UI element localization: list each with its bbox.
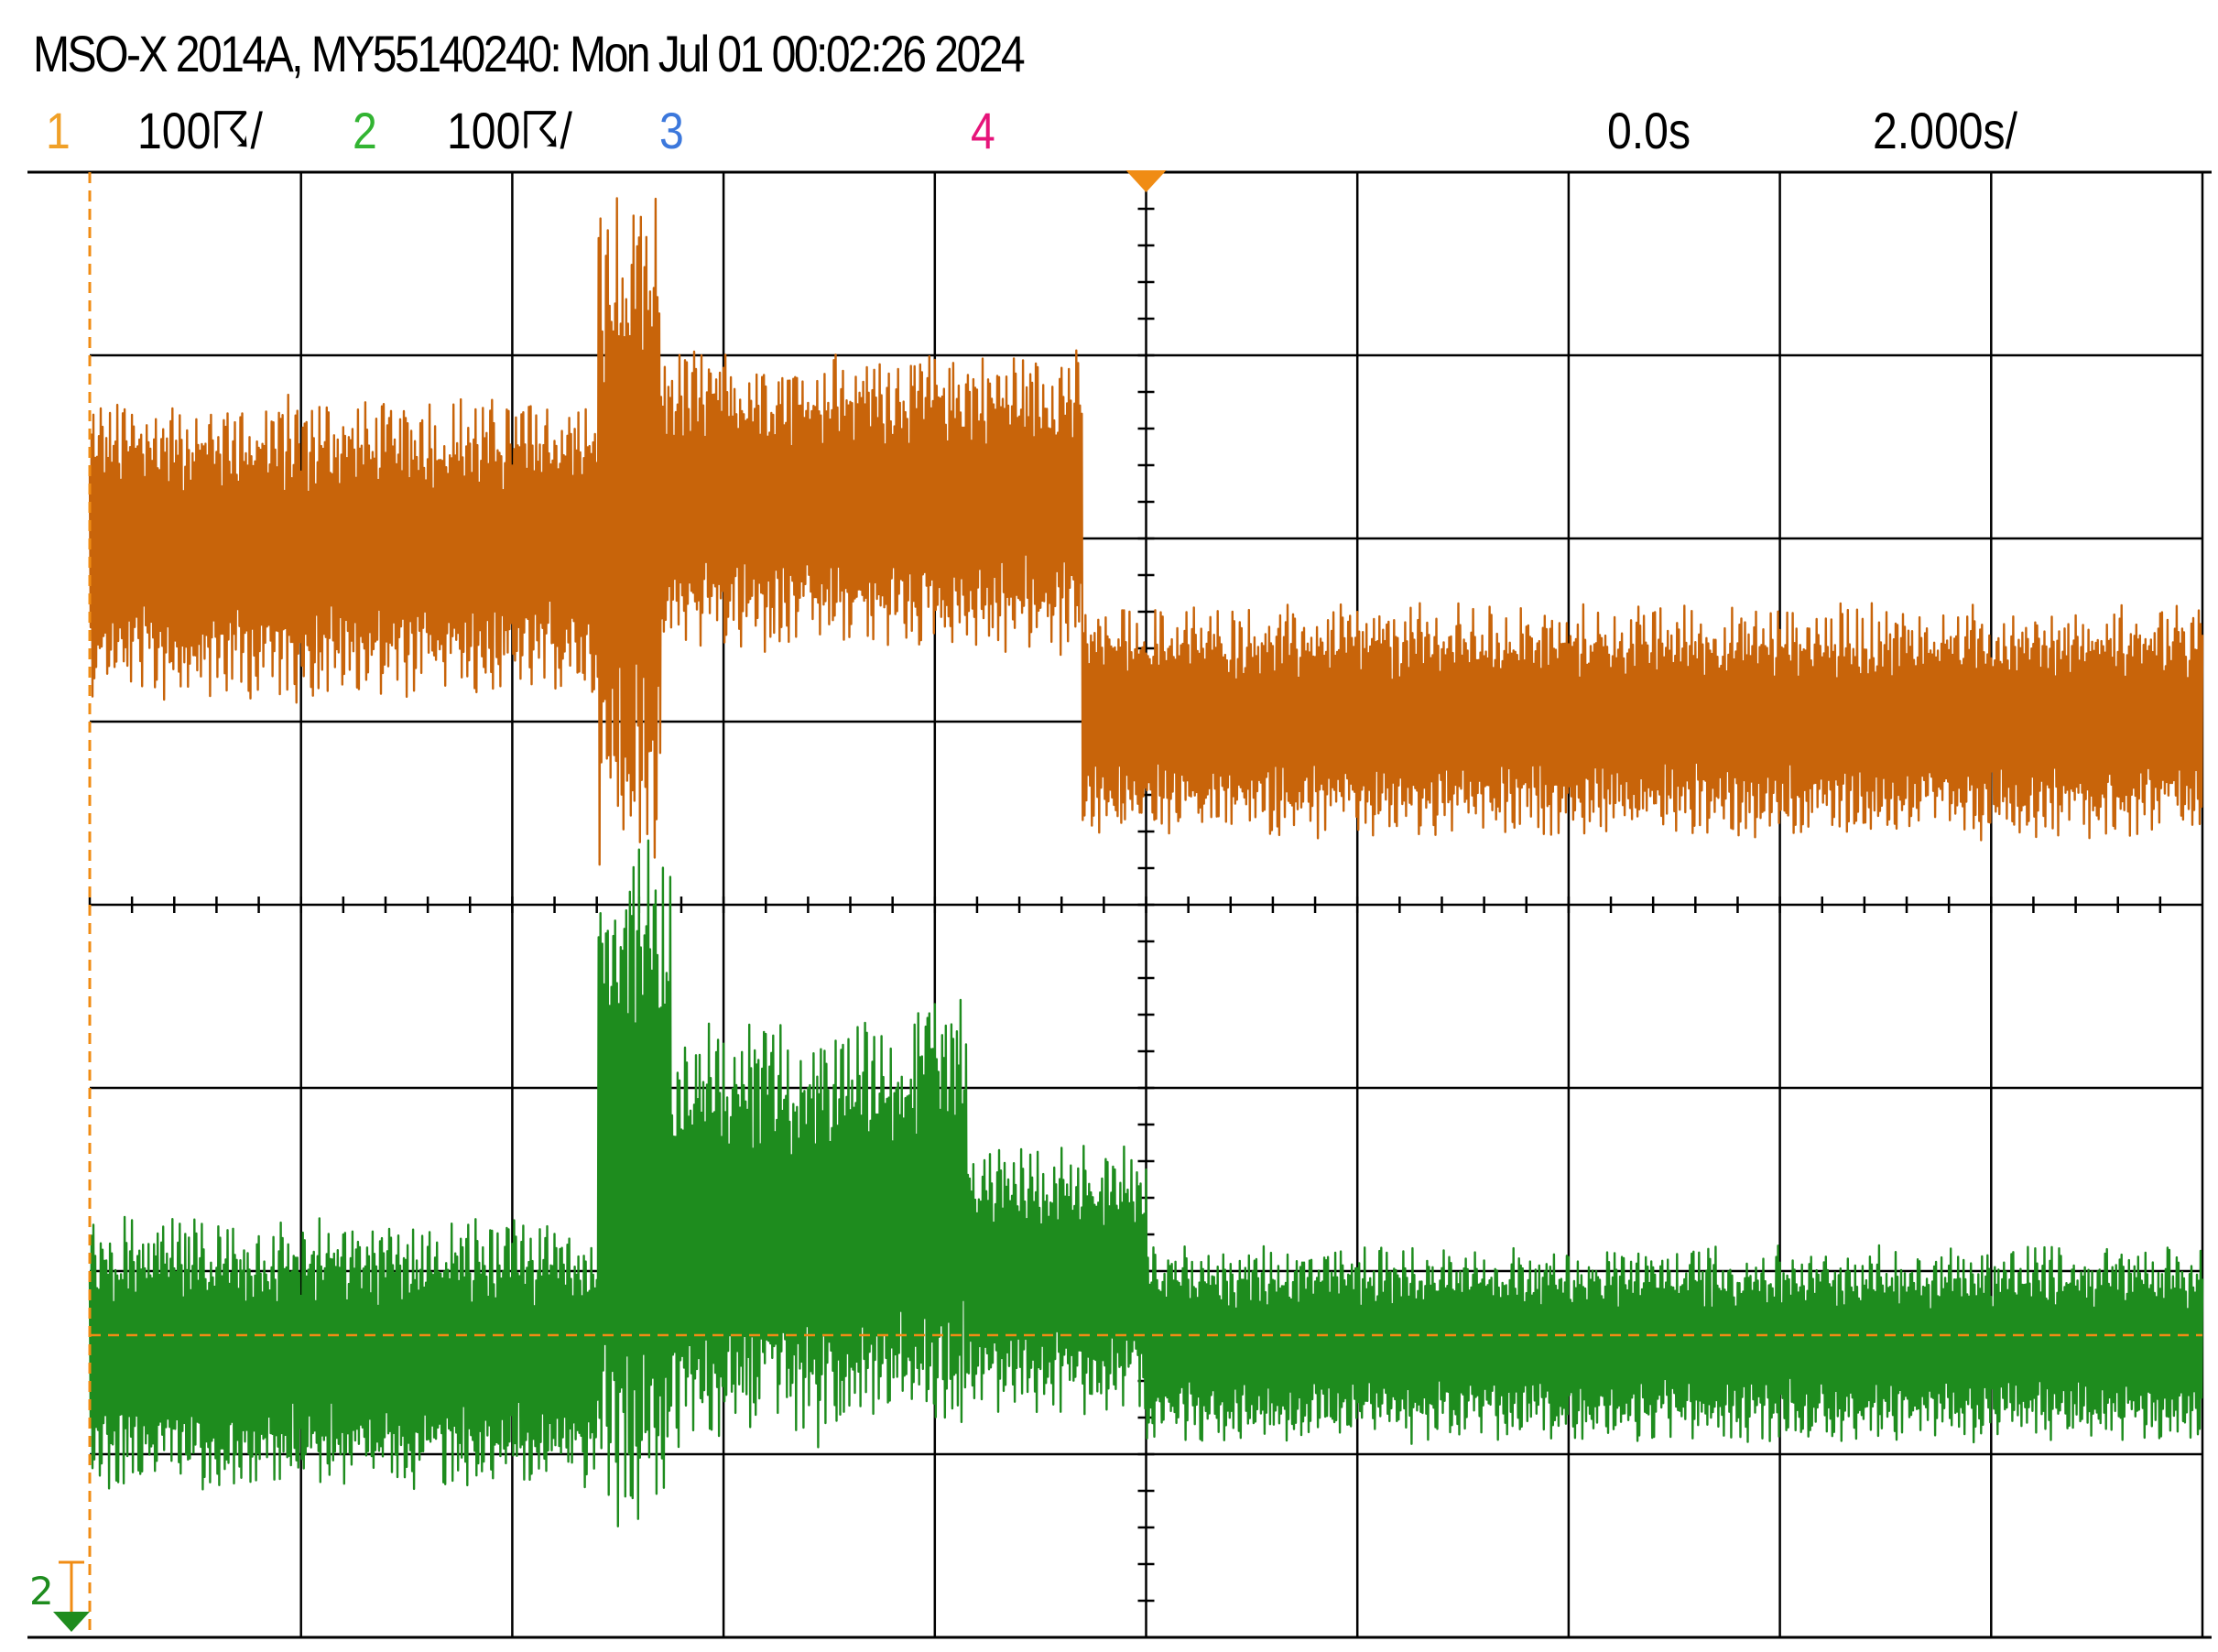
ch1-scale[interactable]: 100☈/ [137,102,263,159]
channel-2-ground-marker[interactable]: 2 [29,1560,90,1632]
scope-title: MSO-X 2014A, MY55140240: Mon Jul 01 00:0… [33,25,1026,82]
ch3-label[interactable]: 3 [659,102,684,159]
channel-1-trace [88,197,2204,866]
waveform-traces [88,197,2204,1527]
ground-arrow-icon [53,1612,90,1632]
ch2-scale[interactable]: 100☈/ [447,102,572,159]
channel-2-trace [88,839,2204,1527]
ch4-label[interactable]: 4 [971,102,995,159]
ground-marker-label: 2 [29,1569,54,1614]
ch2-label[interactable]: 2 [353,102,377,159]
time-scale[interactable]: 2.000s/ [1873,102,2017,159]
trigger-position-icon [1125,170,1167,192]
markers: 2 [29,170,2202,1637]
ch1-label[interactable]: 1 [46,102,71,159]
time-offset[interactable]: 0.0s [1607,102,1691,159]
